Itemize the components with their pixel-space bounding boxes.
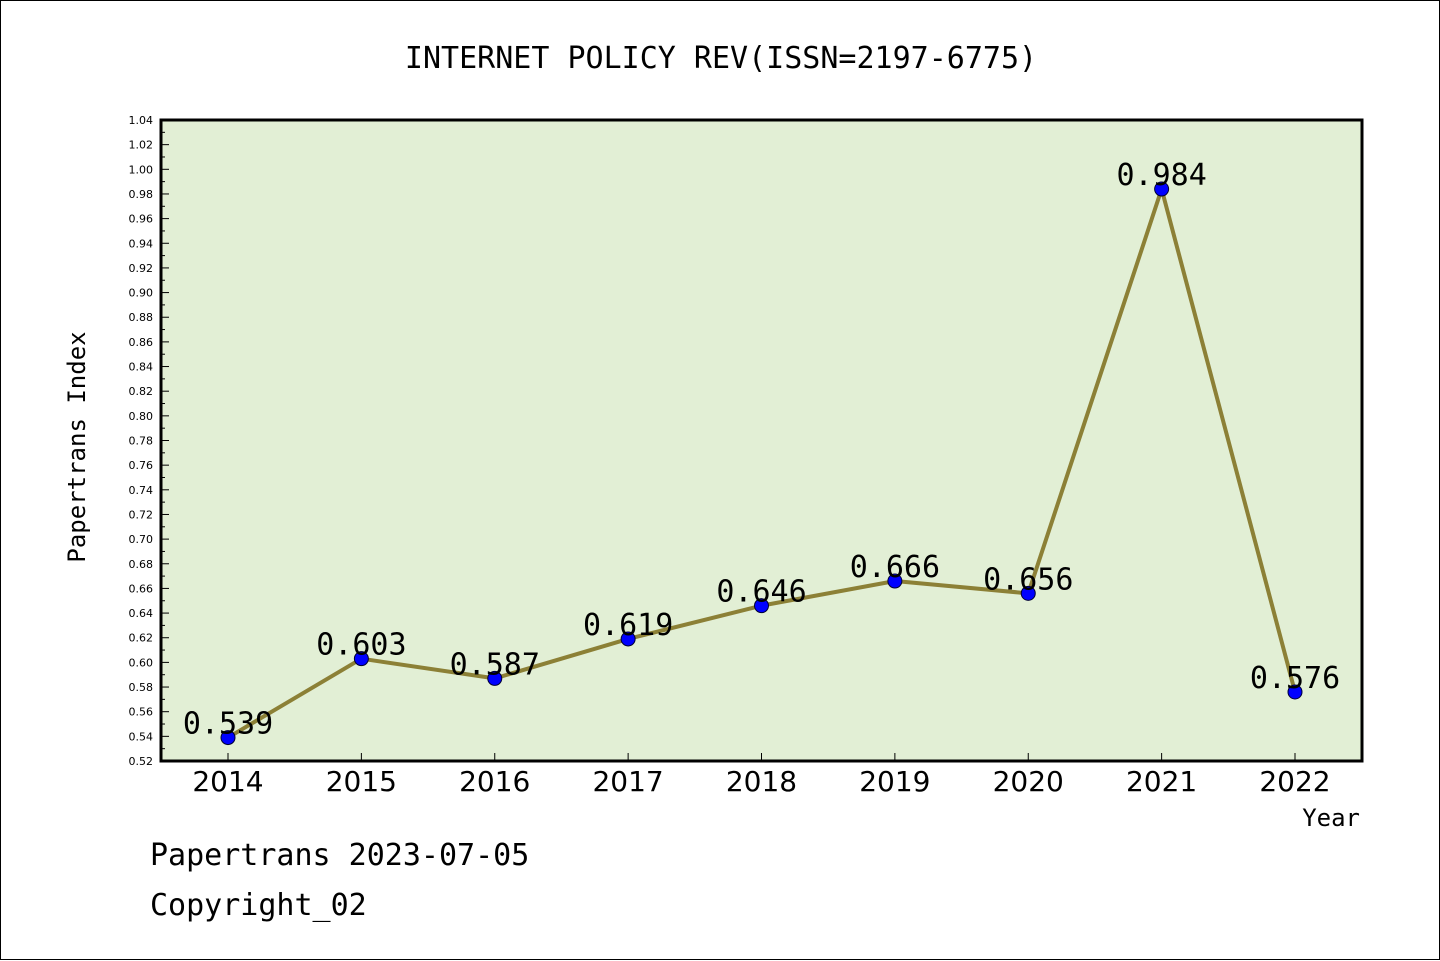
data-label: 0.646 xyxy=(716,575,806,610)
y-tick-label: 0.80 xyxy=(129,410,154,423)
data-point xyxy=(754,598,769,614)
data-label: 0.603 xyxy=(316,628,406,663)
data-label: 0.619 xyxy=(583,608,673,643)
data-point xyxy=(487,670,503,686)
y-tick-label: 0.62 xyxy=(129,632,154,645)
x-tick-label: 2018 xyxy=(726,765,797,798)
chart-title: INTERNET POLICY REV(ISSN=2197-6775) xyxy=(405,41,1037,76)
data-point xyxy=(1020,585,1036,601)
y-tick-label: 0.56 xyxy=(129,706,154,719)
data-label: 0.984 xyxy=(1116,158,1206,193)
x-tick-label: 2021 xyxy=(1126,765,1197,798)
data-label: 0.576 xyxy=(1250,661,1340,696)
y-tick-label: 0.70 xyxy=(129,533,154,546)
y-tick-label: 0.54 xyxy=(129,730,154,743)
y-tick-label: 0.60 xyxy=(129,656,154,669)
y-tick-label: 1.04 xyxy=(129,114,154,127)
y-tick-label: 0.98 xyxy=(129,188,154,201)
y-tick-label: 0.74 xyxy=(129,484,154,497)
plot-area xyxy=(161,120,1362,761)
y-tick-label: 0.78 xyxy=(129,435,154,448)
y-tick-label: 0.68 xyxy=(129,558,154,571)
x-axis-title: Year xyxy=(1302,804,1360,832)
x-tick-label: 2014 xyxy=(192,765,263,798)
y-tick-label: 0.64 xyxy=(129,607,154,620)
y-tick-label: 0.86 xyxy=(129,336,154,349)
x-tick-label: 2020 xyxy=(993,765,1064,798)
y-tick-label: 0.92 xyxy=(129,262,154,275)
x-tick-label: 2017 xyxy=(592,765,663,798)
x-axis: 2014 2015 2016 2017 2018 2019 2020 2021 2022 xyxy=(192,753,1331,798)
y-axis: 0.52 0.54 0.56 0.58 0.60 0.62 0.64 0.66 0.68 0.70… xyxy=(129,114,169,768)
data-point xyxy=(220,730,236,746)
y-tick-label: 0.82 xyxy=(129,385,154,398)
y-tick-label: 0.96 xyxy=(129,213,154,226)
y-tick-label: 0.58 xyxy=(129,681,154,694)
data-label: 0.656 xyxy=(983,562,1073,597)
data-point xyxy=(1287,684,1303,700)
data-label: 0.539 xyxy=(183,707,273,742)
footer-copyright: Copyright_02 xyxy=(150,888,367,923)
data-point xyxy=(887,573,903,589)
data-points xyxy=(220,181,1303,746)
data-label: 0.587 xyxy=(450,647,540,682)
x-tick-label: 2022 xyxy=(1259,765,1330,798)
x-tick-label: 2016 xyxy=(459,765,530,798)
y-tick-label: 0.52 xyxy=(129,755,154,768)
y-tick-label: 0.94 xyxy=(129,237,154,250)
data-labels: 0.539 0.603 0.587 0.619 0.646 0.666 0.656 0.984… xyxy=(183,158,1340,742)
data-point xyxy=(620,631,636,647)
x-tick-label: 2015 xyxy=(326,765,397,798)
x-tick-label: 2019 xyxy=(859,765,930,798)
y-axis-title: Papertrans Index xyxy=(63,331,91,562)
y-tick-label: 1.00 xyxy=(129,163,154,176)
plot-border xyxy=(159,118,1364,763)
footer-date: Papertrans 2023-07-05 xyxy=(150,838,529,873)
data-point xyxy=(353,651,369,667)
y-tick-label: 1.02 xyxy=(129,139,154,152)
y-tick-label: 0.90 xyxy=(129,287,154,300)
data-point xyxy=(1154,181,1170,197)
y-tick-label: 0.76 xyxy=(129,459,154,472)
y-tick-label: 0.72 xyxy=(129,508,154,521)
data-label: 0.666 xyxy=(850,550,940,585)
y-tick-label: 0.84 xyxy=(129,361,154,374)
y-tick-label: 0.66 xyxy=(129,582,154,595)
y-tick-label: 0.88 xyxy=(129,311,154,324)
